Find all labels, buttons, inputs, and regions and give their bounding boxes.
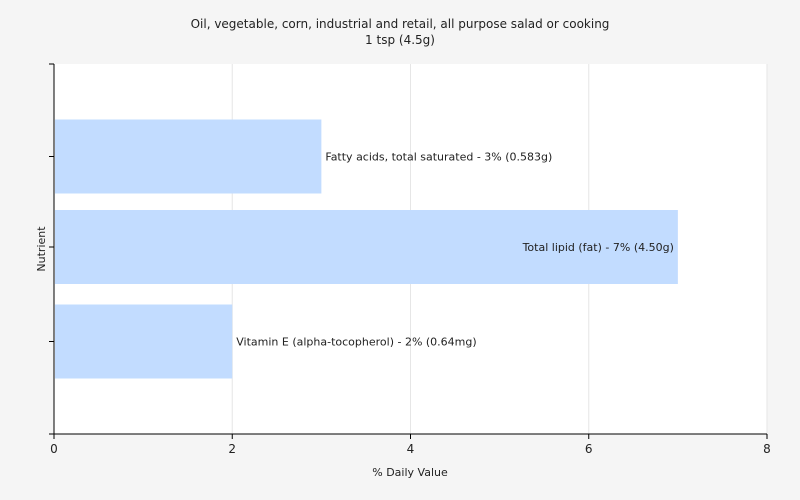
bar	[55, 304, 233, 379]
data-label: Total lipid (fat) - 7% (4.50g)	[522, 241, 674, 254]
data-label: Vitamin E (alpha-tocopherol) - 2% (0.64m…	[236, 336, 476, 349]
x-tick-label: 6	[585, 442, 593, 456]
data-label: Fatty acids, total saturated - 3% (0.583…	[325, 151, 552, 164]
x-axis-title: % Daily Value	[372, 466, 448, 479]
chart-title: Oil, vegetable, corn, industrial and ret…	[190, 17, 610, 31]
chart-subtitle: 1 tsp (4.5g)	[365, 33, 435, 47]
x-tick-label: 0	[50, 442, 58, 456]
x-tick-label: 2	[228, 442, 236, 456]
y-ticks	[49, 63, 54, 435]
data-labels: Fatty acids, total saturated - 3% (0.583…	[236, 151, 674, 349]
bar	[55, 210, 678, 284]
x-ticks: 0 2 4 6 8	[50, 434, 771, 456]
bars	[55, 119, 678, 379]
x-tick-label: 8	[763, 442, 771, 456]
y-axis-title: Nutrient	[35, 226, 48, 272]
x-tick-label: 4	[407, 442, 415, 456]
chart-title-block: Oil, vegetable, corn, industrial and ret…	[0, 16, 800, 48]
bar	[55, 119, 322, 194]
